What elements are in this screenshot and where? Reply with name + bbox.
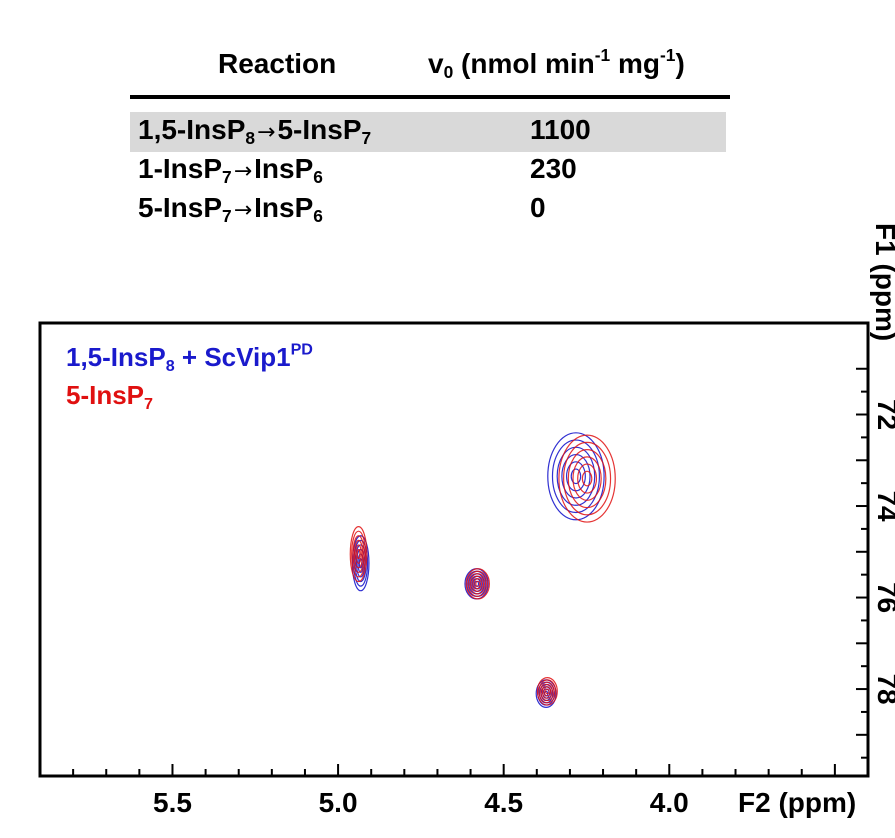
contour-line: [570, 468, 582, 485]
table-header-rule: [130, 95, 730, 99]
table-header-reaction: Reaction: [218, 48, 337, 79]
x-tick-label: 4.0: [650, 787, 689, 818]
x-tick-label: 5.0: [319, 787, 358, 818]
contour-line: [567, 448, 607, 509]
legend-entry-reference: 5-InsP7: [66, 380, 153, 413]
y-tick-label: 72: [872, 399, 895, 430]
x-axis-ticks: 5.5 5.0 4.5 4.0: [72, 764, 836, 818]
plot-frame: [38, 321, 870, 778]
contour-line: [558, 434, 616, 523]
table-row: 5-InsP7→InsP6 0: [130, 190, 730, 230]
rate-cell: 1100: [530, 114, 591, 145]
reaction-cell: 1,5-InsP8→5-InsP7: [138, 114, 372, 149]
contour-line: [352, 535, 365, 573]
contour-line: [355, 544, 362, 564]
contour-line: [473, 578, 483, 590]
y-axis-label: F1 (ppm): [870, 223, 895, 341]
legend-entry-sample: 1,5-InsP8 + ScVip1PD: [66, 340, 313, 375]
table-row: 1-InsP7→InsP6 230: [130, 151, 730, 191]
table-row: 1,5-InsP8→5-InsP7 1100: [130, 112, 726, 152]
contour-line: [577, 463, 598, 494]
contour-line: [547, 432, 605, 521]
reaction-cell: 5-InsP7→InsP6: [138, 192, 323, 227]
reaction-cell: 1-InsP7→InsP6: [138, 153, 323, 188]
y-tick-label: 78: [872, 673, 895, 704]
contour-line: [563, 441, 612, 516]
y-axis-ticks: 72 74 76 78: [856, 367, 895, 759]
contour-line: [469, 573, 487, 595]
contour-line: [545, 688, 550, 695]
table-header-rate-text: v0 (nmol min-1 mg-1): [428, 44, 685, 83]
contour-line: [465, 568, 490, 600]
contour-line: [467, 570, 489, 598]
contour-line: [572, 456, 602, 501]
contour-line: [353, 539, 364, 569]
peak-red-1: [349, 526, 368, 583]
contour-line: [540, 681, 555, 702]
peak-red-4: [536, 677, 558, 706]
y-tick-label: 76: [872, 582, 895, 613]
peak-red-3: [558, 434, 616, 523]
table-header-rate: v0 (nmol min-1 mg-1): [428, 44, 685, 83]
x-tick-label: 5.5: [153, 787, 192, 818]
contour-line: [356, 548, 361, 560]
contour-line: [538, 679, 557, 704]
x-tick-label: 4.5: [484, 787, 523, 818]
y-tick-label: 74: [872, 490, 895, 522]
contour-line: [351, 530, 367, 578]
contour-line: [536, 677, 558, 706]
rate-cell: 0: [530, 192, 546, 223]
contour-line: [471, 575, 485, 592]
contour-line: [581, 470, 593, 487]
rate-cell: 230: [530, 153, 577, 184]
contour-layer: [349, 432, 616, 708]
contour-line: [541, 683, 553, 699]
contour-line: [349, 526, 368, 583]
x-axis-label: F2 (ppm): [738, 787, 856, 818]
contour-line: [551, 439, 601, 514]
contour-line: [475, 580, 481, 587]
contour-line: [543, 686, 552, 697]
peak-red-2: [465, 568, 490, 600]
